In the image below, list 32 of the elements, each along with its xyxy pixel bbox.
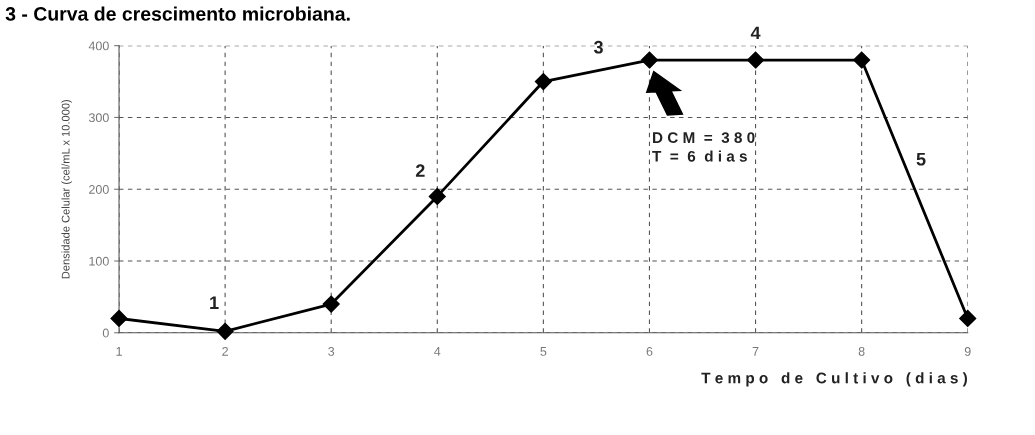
x-tick-label: 7 [752,347,759,356]
x-tick-label: 9 [964,346,971,356]
y-tick-label: 300 [88,113,109,123]
y-tick-label: 200 [89,185,109,194]
annotation: 2 [415,164,425,177]
chart-title: 3 - Curva de crescimento microbiana. [5,6,350,21]
y-axis-title: Densidade Celular (cel/mL x 10.000) [61,99,72,279]
point [959,309,977,327]
point [110,309,128,327]
y-tick-label: 400 [88,41,109,51]
x-tick-label: 6 [646,346,653,356]
x-axis-title: T e m p o d e C u l t i v o ( d i a s ) [701,372,967,387]
text: 4 [750,26,761,40]
point [534,73,552,91]
point [322,295,340,313]
y-tick-label: 100 [89,256,109,266]
x-tick-label: 2 [222,346,228,356]
point [853,51,871,69]
x-tick-label: 1 [116,347,122,356]
point [746,51,765,69]
point [216,322,234,340]
annotation: 5 [916,152,926,166]
x-tick-label: 5 [540,347,547,356]
x-tick-label: 8 [858,346,865,356]
annotation: 1 [210,296,219,309]
x-tick-label: 4 [434,347,441,356]
point [640,51,659,69]
annotation: D C M = 3 8 0 T = 6 d i a s [652,132,755,162]
annotation: 3 [593,40,603,54]
x-tick-label: 3 [328,346,335,356]
y-tick-label: 0 [102,328,109,338]
point [428,187,446,205]
